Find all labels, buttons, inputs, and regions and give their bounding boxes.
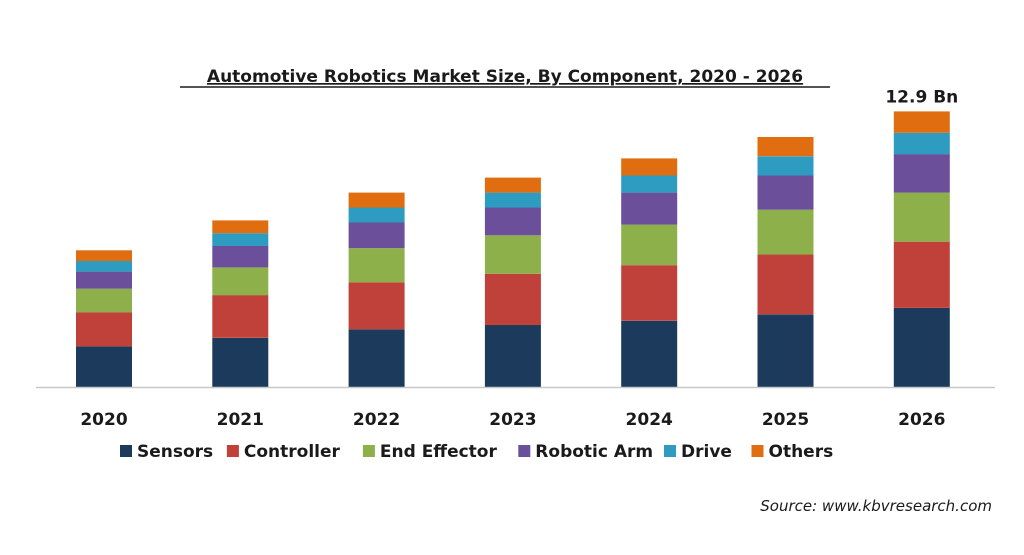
- bar-drive-2022: [348, 207, 405, 223]
- legend-swatch-robotic-arm: [518, 445, 531, 457]
- bar-others-2020: [76, 250, 132, 261]
- bar-controller-2024: [621, 265, 678, 321]
- bar-sensors-2020: [76, 346, 132, 387]
- bar-robotic-arm-2025: [757, 175, 814, 210]
- bars-layer: [76, 111, 950, 387]
- bar-drive-2021: [212, 233, 269, 246]
- bar-sensors-2023: [484, 325, 541, 387]
- legend: Sensors Controller End Effector Robotic Arm…: [120, 442, 833, 462]
- bar-robotic-arm-2024: [621, 192, 678, 225]
- bar-robotic-arm-2020: [76, 271, 132, 289]
- bar-robotic-arm-2026: [893, 154, 950, 193]
- bar-drive-2025: [757, 156, 814, 176]
- bar-end-effector-2023: [484, 235, 541, 274]
- x-tick-label-2026: 2026: [898, 410, 945, 430]
- bar-end-effector-2022: [348, 248, 405, 283]
- x-tick-label-2021: 2021: [217, 410, 264, 430]
- bar-controller-2021: [212, 295, 269, 338]
- chart-title: Automotive Robotics Market Size, By Comp…: [207, 67, 803, 87]
- x-tick-label-2023: 2023: [489, 410, 536, 430]
- legend-label-end-effector: End Effector: [380, 442, 498, 462]
- legend-label-sensors: Sensors: [137, 442, 213, 462]
- bar-end-effector-2021: [212, 267, 269, 296]
- bar-drive-2023: [484, 192, 541, 208]
- bar-end-effector-2020: [76, 288, 132, 313]
- bar-sensors-2021: [212, 337, 269, 387]
- bar-controller-2026: [893, 241, 950, 308]
- bar-robotic-arm-2021: [212, 246, 269, 268]
- annotations: 12.9 Bn: [885, 87, 958, 107]
- legend-label-controller: Controller: [244, 442, 341, 462]
- bar-sensors-2022: [348, 329, 405, 387]
- legend-label-drive: Drive: [681, 442, 732, 462]
- bar-drive-2020: [76, 261, 132, 272]
- bar-sensors-2024: [621, 320, 678, 387]
- bar-others-2025: [757, 137, 814, 157]
- x-tick-label-2022: 2022: [353, 410, 400, 430]
- legend-swatch-drive: [664, 445, 676, 457]
- bar-robotic-arm-2023: [484, 207, 541, 236]
- bar-end-effector-2024: [621, 224, 678, 266]
- bar-sensors-2025: [757, 314, 814, 387]
- legend-swatch-others: [751, 445, 764, 457]
- bar-controller-2025: [757, 254, 814, 315]
- bar-controller-2022: [348, 282, 405, 330]
- bar-others-2021: [212, 220, 269, 234]
- bar-end-effector-2025: [757, 209, 814, 255]
- bar-controller-2023: [484, 273, 541, 326]
- x-tick-label-2025: 2025: [762, 410, 809, 430]
- bar-others-2022: [348, 192, 405, 208]
- bar-others-2026: [893, 111, 950, 133]
- bar-end-effector-2026: [893, 192, 950, 242]
- legend-swatch-controller: [226, 445, 239, 457]
- bar-robotic-arm-2022: [348, 222, 405, 249]
- x-tick-labels: 2020 2021 2022 2023 2024 2025 2026: [80, 410, 945, 430]
- legend-swatch-sensors: [120, 445, 132, 457]
- bar-drive-2024: [621, 175, 678, 193]
- legend-label-others: Others: [769, 442, 834, 462]
- legend-swatch-end-effector: [362, 445, 375, 457]
- legend-label-robotic-arm: Robotic Arm: [535, 442, 653, 462]
- bar-others-2023: [484, 177, 541, 193]
- data-label-2026: 12.9 Bn: [885, 87, 958, 107]
- bar-others-2024: [621, 158, 678, 176]
- bar-sensors-2026: [893, 308, 950, 387]
- source-note: Source: www.kbvresearch.com: [760, 497, 992, 515]
- bar-drive-2026: [893, 132, 950, 155]
- x-tick-label-2024: 2024: [626, 410, 673, 430]
- x-tick-label-2020: 2020: [80, 410, 127, 430]
- bar-controller-2020: [76, 312, 132, 347]
